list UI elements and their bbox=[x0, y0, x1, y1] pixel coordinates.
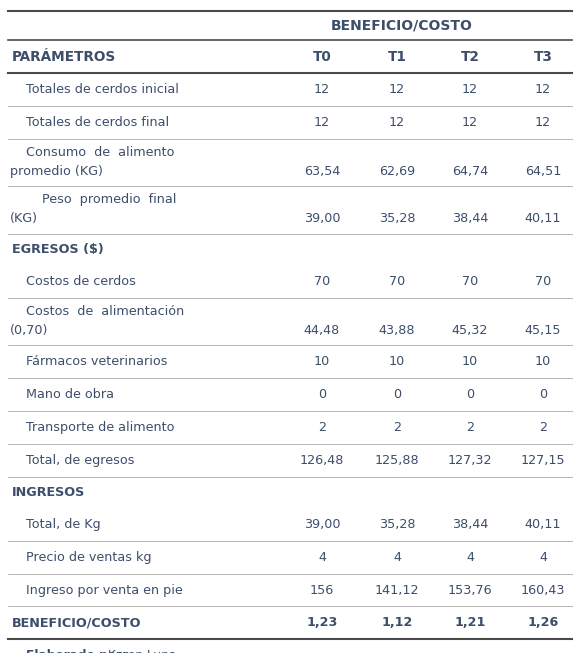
Text: 125,88: 125,88 bbox=[375, 454, 419, 467]
Text: 70: 70 bbox=[535, 275, 551, 288]
Text: 62,69: 62,69 bbox=[379, 165, 415, 178]
Text: PARÁMETROS: PARÁMETROS bbox=[12, 50, 116, 63]
Text: 0: 0 bbox=[539, 388, 547, 401]
Text: 12: 12 bbox=[389, 116, 405, 129]
Text: 38,44: 38,44 bbox=[452, 518, 488, 531]
Text: 2: 2 bbox=[466, 421, 474, 434]
Text: Karen Luna.: Karen Luna. bbox=[104, 649, 180, 653]
Text: Ingreso por venta en pie: Ingreso por venta en pie bbox=[26, 584, 183, 597]
Text: 35,28: 35,28 bbox=[379, 518, 415, 531]
Text: Totales de cerdos final: Totales de cerdos final bbox=[26, 116, 169, 129]
Text: Costos de cerdos: Costos de cerdos bbox=[26, 275, 136, 288]
Text: 4: 4 bbox=[466, 550, 474, 564]
Text: 64,74: 64,74 bbox=[452, 165, 488, 178]
Text: 1,12: 1,12 bbox=[381, 616, 413, 629]
Text: 141,12: 141,12 bbox=[375, 584, 419, 597]
Text: 127,32: 127,32 bbox=[448, 454, 492, 467]
Text: 4: 4 bbox=[318, 550, 326, 564]
Text: 4: 4 bbox=[539, 550, 547, 564]
Text: (0,70): (0,70) bbox=[10, 324, 48, 336]
Text: 35,28: 35,28 bbox=[379, 212, 415, 225]
Text: 44,48: 44,48 bbox=[304, 324, 340, 336]
Text: 1,23: 1,23 bbox=[306, 616, 338, 629]
Text: Transporte de alimento: Transporte de alimento bbox=[26, 421, 175, 434]
Text: 0: 0 bbox=[318, 388, 326, 401]
Text: 70: 70 bbox=[314, 275, 330, 288]
Text: 0: 0 bbox=[466, 388, 474, 401]
Text: 4: 4 bbox=[393, 550, 401, 564]
Text: 1,21: 1,21 bbox=[454, 616, 485, 629]
Text: 10: 10 bbox=[535, 355, 551, 368]
Text: 12: 12 bbox=[314, 83, 330, 96]
Text: Consumo  de  alimento: Consumo de alimento bbox=[26, 146, 175, 159]
Text: 127,15: 127,15 bbox=[521, 454, 566, 467]
Text: promedio (KG): promedio (KG) bbox=[10, 165, 103, 178]
Text: T2: T2 bbox=[461, 50, 480, 63]
Text: 2: 2 bbox=[539, 421, 547, 434]
Text: (KG): (KG) bbox=[10, 212, 38, 225]
Text: 40,11: 40,11 bbox=[525, 518, 561, 531]
Text: Totales de cerdos inicial: Totales de cerdos inicial bbox=[26, 83, 179, 96]
Text: 2: 2 bbox=[393, 421, 401, 434]
Text: 12: 12 bbox=[389, 83, 405, 96]
Text: 126,48: 126,48 bbox=[300, 454, 344, 467]
Text: T0: T0 bbox=[313, 50, 331, 63]
Text: 0: 0 bbox=[393, 388, 401, 401]
Text: 156: 156 bbox=[310, 584, 334, 597]
Text: 70: 70 bbox=[462, 275, 478, 288]
Text: 39,00: 39,00 bbox=[304, 212, 340, 225]
Text: T3: T3 bbox=[534, 50, 553, 63]
Text: BENEFICIO/COSTO: BENEFICIO/COSTO bbox=[331, 18, 473, 33]
Text: 12: 12 bbox=[462, 116, 478, 129]
Text: Precio de ventas kg: Precio de ventas kg bbox=[26, 550, 151, 564]
Text: 160,43: 160,43 bbox=[521, 584, 566, 597]
Text: 10: 10 bbox=[462, 355, 478, 368]
Text: 1,26: 1,26 bbox=[527, 616, 559, 629]
Text: 40,11: 40,11 bbox=[525, 212, 561, 225]
Text: 10: 10 bbox=[314, 355, 330, 368]
Text: 45,15: 45,15 bbox=[525, 324, 561, 336]
Text: 39,00: 39,00 bbox=[304, 518, 340, 531]
Text: Peso  promedio  final: Peso promedio final bbox=[26, 193, 176, 206]
Text: 12: 12 bbox=[535, 83, 551, 96]
Text: 38,44: 38,44 bbox=[452, 212, 488, 225]
Text: Total, de Kg: Total, de Kg bbox=[26, 518, 100, 531]
Text: 70: 70 bbox=[389, 275, 405, 288]
Text: INGRESOS: INGRESOS bbox=[12, 486, 85, 499]
Text: 12: 12 bbox=[535, 116, 551, 129]
Text: 45,32: 45,32 bbox=[452, 324, 488, 336]
Text: 63,54: 63,54 bbox=[304, 165, 340, 178]
Text: 12: 12 bbox=[314, 116, 330, 129]
Text: EGRESOS ($): EGRESOS ($) bbox=[12, 243, 104, 256]
Text: Total, de egresos: Total, de egresos bbox=[26, 454, 135, 467]
Text: 153,76: 153,76 bbox=[448, 584, 492, 597]
Text: Costos  de  alimentación: Costos de alimentación bbox=[26, 304, 184, 317]
Text: Elaborado por:: Elaborado por: bbox=[26, 649, 127, 653]
Text: BENEFICIO/COSTO: BENEFICIO/COSTO bbox=[12, 616, 142, 629]
Text: 2: 2 bbox=[318, 421, 326, 434]
Text: 10: 10 bbox=[389, 355, 405, 368]
Text: Mano de obra: Mano de obra bbox=[26, 388, 114, 401]
Text: Fármacos veterinarios: Fármacos veterinarios bbox=[26, 355, 168, 368]
Text: 64,51: 64,51 bbox=[525, 165, 561, 178]
Text: 43,88: 43,88 bbox=[379, 324, 415, 336]
Text: T1: T1 bbox=[387, 50, 407, 63]
Text: 12: 12 bbox=[462, 83, 478, 96]
